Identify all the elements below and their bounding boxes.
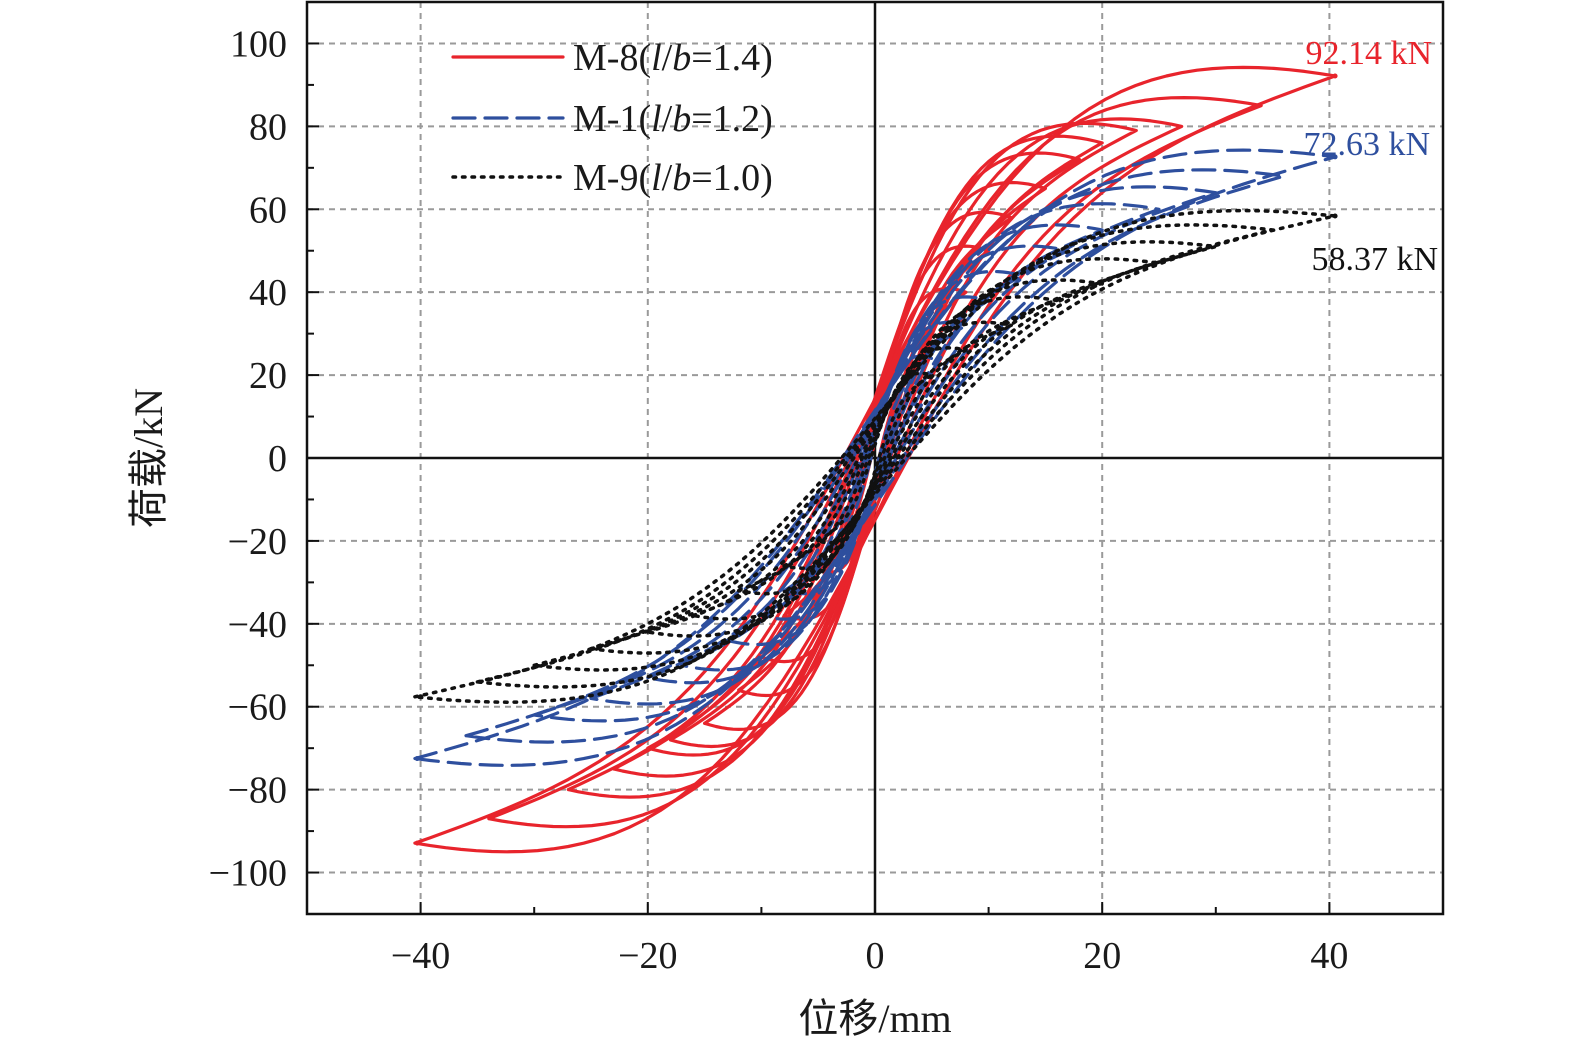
- y-tick-label: 40: [249, 272, 287, 314]
- negative-peak-point: [418, 694, 424, 700]
- y-tick-label: 20: [249, 355, 287, 397]
- peak-value-label: 58.37 kN: [1311, 241, 1438, 278]
- legend: M-8(l/b=1.4)M-1(l/b=1.2)M-9(l/b=1.0): [451, 37, 773, 199]
- peak-point: [1332, 213, 1338, 219]
- hysteresis-loop: [589, 257, 1161, 655]
- x-tick-label: −40: [391, 935, 450, 977]
- legend-label-part: l: [651, 37, 662, 79]
- peak-value-label: 72.63 kN: [1303, 126, 1430, 163]
- legend-label-part: =1.0): [691, 157, 773, 199]
- y-tick-label: −40: [228, 604, 287, 646]
- x-tick-label: 40: [1310, 935, 1348, 977]
- negative-peak-point: [414, 756, 420, 762]
- peak-point: [1332, 154, 1338, 160]
- x-tick-label: −20: [618, 935, 677, 977]
- peak-point: [1332, 73, 1338, 79]
- legend-label-part: l: [651, 98, 662, 140]
- tick-layer: −40 −20 0 20 40 100 80 60 40 20 0 −20 −40 −60 −80 −100: [209, 1, 1444, 977]
- peak-labels: 92.14 kN 72.63 kN 58.37 kN: [1303, 35, 1438, 278]
- hysteresis-loop: [589, 202, 1161, 706]
- y-tick-label: 0: [268, 438, 287, 480]
- hysteresis-loop: [816, 354, 934, 562]
- legend-label-part: /: [662, 98, 673, 140]
- legend-label-part: M-1(: [573, 98, 651, 140]
- legend-label: M-9(l/b=1.0): [573, 157, 773, 199]
- legend-label: M-1(l/b=1.2): [573, 98, 773, 140]
- y-tick-label: −20: [228, 521, 287, 563]
- x-tick-label: 20: [1083, 935, 1121, 977]
- hysteresis-loop: [816, 371, 934, 545]
- legend-label-part: M-9(: [573, 157, 651, 199]
- legend-label-part: =1.4): [691, 37, 773, 79]
- y-tick-label: 80: [249, 106, 287, 148]
- hysteresis-loop: [487, 96, 1263, 829]
- zero-lines: [307, 2, 1443, 914]
- negative-peak-point: [414, 840, 420, 846]
- x-tick-label: 0: [866, 935, 885, 977]
- legend-label-part: b: [672, 98, 691, 140]
- legend-label-part: /: [662, 37, 673, 79]
- legend-label-part: b: [672, 157, 691, 199]
- series-dotted: [413, 208, 1338, 704]
- legend-label-part: b: [672, 37, 691, 79]
- y-tick-label: 60: [249, 189, 287, 231]
- legend-label-part: l: [651, 157, 662, 199]
- hysteresis-loop: [612, 121, 1138, 778]
- hysteresis-loop: [782, 346, 968, 570]
- hysteresis-loop: [566, 117, 1184, 799]
- legend-label: M-8(l/b=1.4): [573, 37, 773, 79]
- y-axis-title: 荷载/kN: [126, 388, 171, 528]
- series-layer: [413, 65, 1338, 854]
- legend-label-part: M-8(: [573, 37, 651, 79]
- x-axis-title: 位移/mm: [798, 996, 951, 1041]
- y-tick-label: −80: [228, 770, 287, 812]
- y-tick-label: 100: [230, 23, 287, 65]
- hysteresis-loop: [668, 151, 1082, 749]
- legend-label-part: /: [662, 157, 673, 199]
- y-tick-label: −60: [228, 687, 287, 729]
- legend-label-part: =1.2): [691, 98, 773, 140]
- y-tick-label: −100: [209, 853, 287, 895]
- peak-value-label: 92.14 kN: [1305, 35, 1432, 72]
